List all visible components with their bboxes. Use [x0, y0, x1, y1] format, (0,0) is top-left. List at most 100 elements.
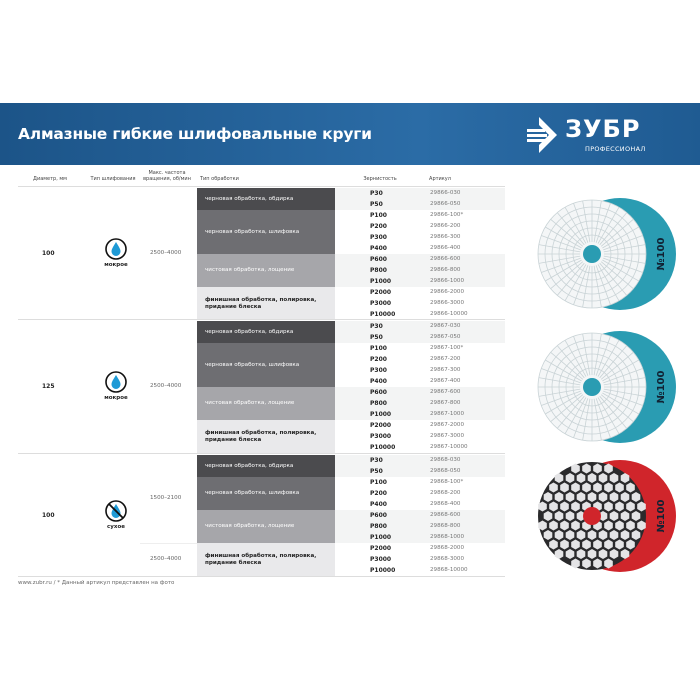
grinding-type-label: сухое — [107, 523, 125, 530]
article-value: 29867-030 — [430, 323, 461, 329]
table-row: P30 29867-030 — [335, 321, 505, 332]
article-value: 29866-100* — [430, 212, 464, 218]
article-value: 29868-3000 — [430, 556, 465, 562]
table-row: P600 29868-600 — [335, 510, 505, 521]
article-value: 29866-3000 — [430, 300, 465, 306]
article-value: 29867-600 — [430, 389, 461, 395]
article-value: 29867-100* — [430, 345, 464, 351]
grit-value: P800 — [370, 523, 387, 530]
article-value: 29868-030 — [430, 457, 461, 463]
table-row: P10000 29866-10000 — [335, 309, 505, 320]
table-row: P30 29868-030 — [335, 455, 505, 466]
table-row: P50 29868-050 — [335, 466, 505, 477]
grit-value: P800 — [370, 267, 387, 274]
group-divider — [18, 319, 505, 320]
max-speed-value: 1500–2100 — [150, 495, 182, 501]
grit-value: P1000 — [370, 411, 392, 418]
grit-value: P100 — [370, 212, 387, 219]
grit-value: P400 — [370, 245, 387, 252]
article-value: 29868-200 — [430, 490, 461, 496]
table-row: P800 29867-800 — [335, 398, 505, 409]
grit-value: P50 — [370, 201, 383, 208]
table-row: P600 29867-600 — [335, 387, 505, 398]
grit-value: P50 — [370, 468, 383, 475]
max-speed-value: 2500–4000 — [150, 555, 182, 562]
grit-value: P50 — [370, 334, 383, 341]
grit-value: P800 — [370, 400, 387, 407]
article-value: 29868-800 — [430, 523, 461, 529]
diameter-value: 125 — [42, 383, 55, 390]
grit-value: P3000 — [370, 300, 392, 307]
col-grinding-type: Тип шлифования — [90, 176, 136, 182]
table-row: P3000 29867-3000 — [335, 431, 505, 442]
article-value: 29867-800 — [430, 400, 461, 406]
article-value: 29867-2000 — [430, 422, 465, 428]
col-max-speed: Макс. частота вращения, об/мин — [143, 170, 191, 182]
article-value: 29867-10000 — [430, 444, 468, 450]
table-bottom-line — [18, 576, 505, 577]
group-divider — [18, 186, 505, 187]
table-row: P3000 29868-3000 — [335, 554, 505, 565]
grit-value: P300 — [370, 234, 387, 241]
grit-value: P10000 — [370, 311, 396, 318]
product-disc-image: №100 — [518, 192, 693, 317]
grit-value: P1000 — [370, 534, 392, 541]
treatment-type: финишная обработка, полировка, придание … — [197, 287, 335, 320]
disc-label: №100 — [656, 499, 667, 532]
article-value: 29866-10000 — [430, 311, 468, 317]
footer: www.zubr.ru / * Данный артикул представл… — [18, 580, 174, 586]
table-row: P1000 29866-1000 — [335, 276, 505, 287]
group-divider — [18, 453, 505, 454]
article-value: 29868-100* — [430, 479, 464, 485]
grit-value: P30 — [370, 190, 383, 197]
table-row: P2000 29868-2000 — [335, 543, 505, 554]
table-row: P50 29867-050 — [335, 332, 505, 343]
grinding-type-label: мокрое — [104, 395, 128, 401]
article-value: 29868-1000 — [430, 534, 465, 540]
product-disc-image: №100 — [518, 454, 693, 579]
grit-value: P200 — [370, 356, 387, 363]
article-value: 29868-10000 — [430, 567, 468, 573]
disc-label: №100 — [656, 371, 667, 404]
table-row: P400 29866-400 — [335, 243, 505, 254]
article-value: 29867-1000 — [430, 411, 465, 417]
grit-value: P3000 — [370, 556, 392, 563]
table-row: P200 29868-200 — [335, 488, 505, 499]
grit-value: P2000 — [370, 422, 392, 429]
grit-value: P600 — [370, 389, 387, 396]
treatment-type: финишная обработка, полировка, придание … — [197, 543, 335, 576]
diameter-value: 100 — [42, 511, 55, 519]
table-row: P200 29867-200 — [335, 354, 505, 365]
article-value: 29868-050 — [430, 468, 461, 474]
table-row: P2000 29866-2000 — [335, 287, 505, 298]
article-value: 29866-2000 — [430, 289, 465, 295]
table-row: P200 29866-200 — [335, 221, 505, 232]
table-row: P100 29867-100* — [335, 343, 505, 354]
brand-subtitle: ПРОФЕССИОНАЛ — [585, 145, 646, 153]
grit-value: P10000 — [370, 444, 396, 451]
article-value: 29866-400 — [430, 245, 461, 251]
article-value: 29868-2000 — [430, 545, 465, 551]
treatment-type: чистовая обработка, лощение — [197, 510, 335, 543]
article-value: 29868-600 — [430, 512, 461, 518]
grit-value: P10000 — [370, 567, 396, 574]
water-drop-icon — [105, 371, 127, 393]
max-speed-value: 2500–4000 — [150, 383, 182, 389]
table-row: P1000 29867-1000 — [335, 409, 505, 420]
page-title: Алмазные гибкие шлифовальные круги — [18, 125, 372, 143]
table-row: P800 29868-800 — [335, 521, 505, 532]
treatment-type: черновая обработка, шлифовка — [197, 477, 335, 510]
grit-value: P30 — [370, 457, 383, 464]
brand-name: ЗУБР — [565, 115, 641, 143]
grit-value: P30 — [370, 323, 383, 330]
treatment-type: финишная обработка, полировка, придание … — [197, 420, 335, 453]
grit-value: P100 — [370, 345, 387, 352]
table-row: P600 29866-600 — [335, 254, 505, 265]
table-row: P1000 29868-1000 — [335, 532, 505, 543]
table-row: P30 29866-030 — [335, 188, 505, 199]
footer-site[interactable]: www.zubr.ru — [18, 580, 52, 586]
treatment-type: чистовая обработка, лощение — [197, 387, 335, 420]
article-value: 29867-050 — [430, 334, 461, 340]
treatment-type: черновая обработка, обдирка — [197, 321, 335, 343]
disc-label: №100 — [656, 238, 667, 271]
